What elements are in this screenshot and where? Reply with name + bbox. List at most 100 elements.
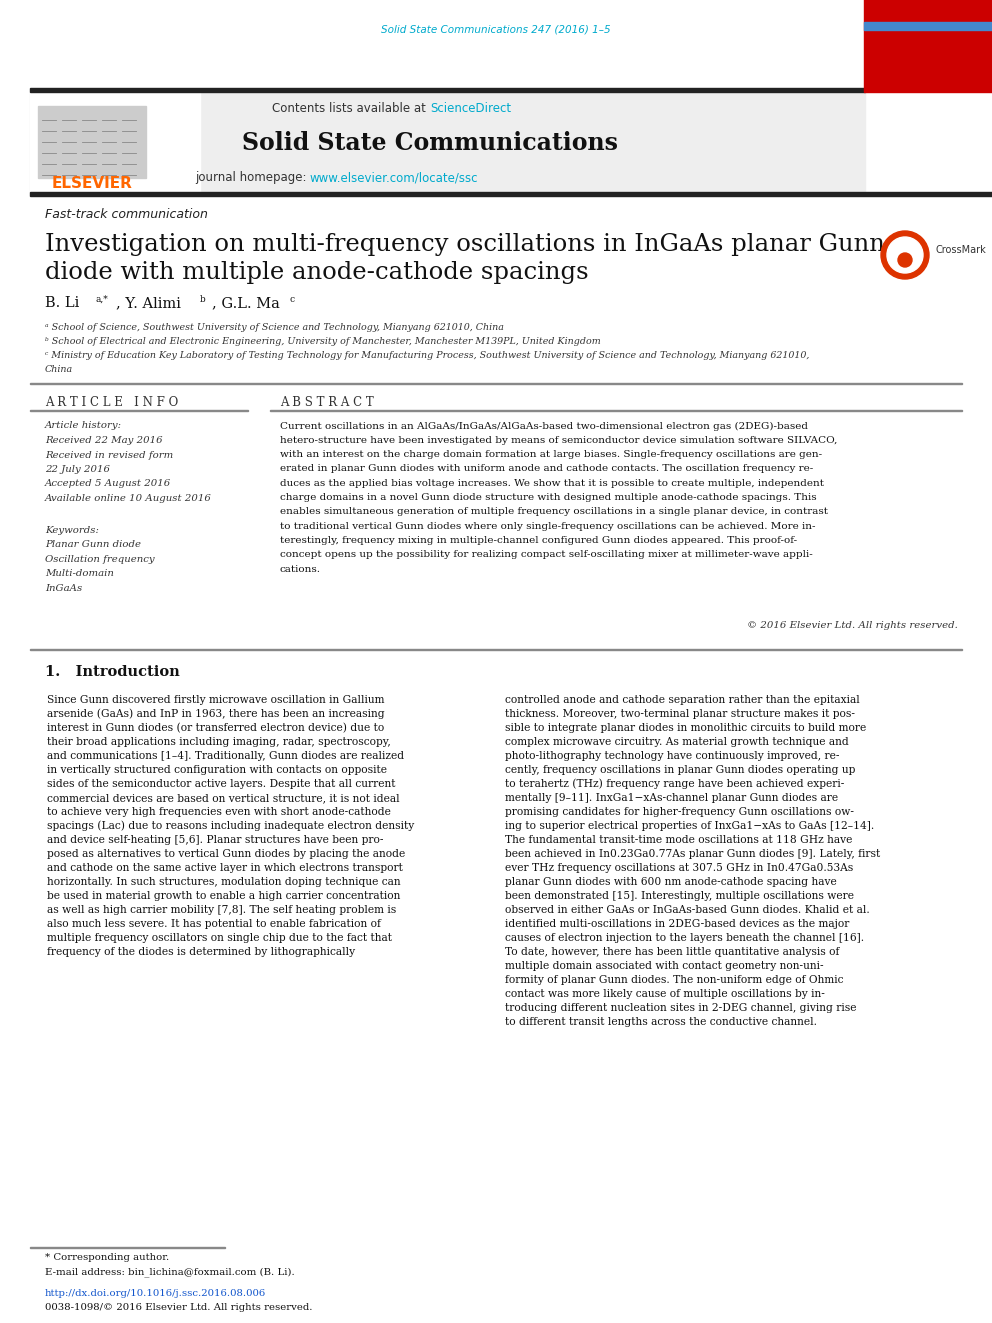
- Text: controlled anode and cathode separation rather than the epitaxial: controlled anode and cathode separation …: [505, 695, 860, 705]
- Text: planar Gunn diodes with 600 nm anode-cathode spacing have: planar Gunn diodes with 600 nm anode-cat…: [505, 877, 836, 886]
- Text: Received 22 May 2016: Received 22 May 2016: [45, 437, 163, 445]
- Text: ᵇ School of Electrical and Electronic Engineering, University of Manchester, Man: ᵇ School of Electrical and Electronic En…: [45, 337, 601, 347]
- Text: A R T I C L E   I N F O: A R T I C L E I N F O: [45, 396, 179, 409]
- Text: arsenide (GaAs) and InP in 1963, there has been an increasing: arsenide (GaAs) and InP in 1963, there h…: [47, 709, 385, 720]
- Text: concept opens up the possibility for realizing compact self-oscillating mixer at: concept opens up the possibility for rea…: [280, 550, 812, 560]
- Text: Received in revised form: Received in revised form: [45, 451, 174, 459]
- Bar: [30, 93, 200, 192]
- Text: spacings (Lac) due to reasons including inadequate electron density: spacings (Lac) due to reasons including …: [47, 820, 415, 831]
- Text: InGaAs: InGaAs: [45, 583, 82, 593]
- Text: E-mail address: bin_lichina@foxmail.com (B. Li).: E-mail address: bin_lichina@foxmail.com …: [45, 1267, 295, 1277]
- Text: Accepted 5 August 2016: Accepted 5 August 2016: [45, 479, 172, 488]
- Circle shape: [887, 237, 923, 273]
- Text: To date, however, there has been little quantitative analysis of: To date, however, there has been little …: [505, 947, 839, 957]
- Text: A B S T R A C T: A B S T R A C T: [280, 396, 374, 409]
- Text: 0038-1098/© 2016 Elsevier Ltd. All rights reserved.: 0038-1098/© 2016 Elsevier Ltd. All right…: [45, 1303, 312, 1312]
- Text: Solid State Communications: Solid State Communications: [242, 131, 618, 155]
- Text: with an interest on the charge domain formation at large biases. Single-frequenc: with an interest on the charge domain fo…: [280, 450, 822, 459]
- Text: causes of electron injection to the layers beneath the channel [16].: causes of electron injection to the laye…: [505, 933, 864, 943]
- Text: terestingly, frequency mixing in multiple-channel configured Gunn diodes appeare: terestingly, frequency mixing in multipl…: [280, 536, 798, 545]
- Text: formity of planar Gunn diodes. The non-uniform edge of Ohmic: formity of planar Gunn diodes. The non-u…: [505, 975, 843, 986]
- Text: Planar Gunn diode: Planar Gunn diode: [45, 540, 141, 549]
- Text: ᵃ School of Science, Southwest University of Science and Technology, Mianyang 62: ᵃ School of Science, Southwest Universit…: [45, 324, 504, 332]
- Text: diode with multiple anode-cathode spacings: diode with multiple anode-cathode spacin…: [45, 261, 588, 283]
- Circle shape: [881, 232, 929, 279]
- Text: , G.L. Ma: , G.L. Ma: [212, 296, 280, 310]
- Text: charge domains in a novel Gunn diode structure with designed multiple anode-cath: charge domains in a novel Gunn diode str…: [280, 493, 816, 501]
- Text: been achieved in In0.23Ga0.77As planar Gunn diodes [9]. Lately, first: been achieved in In0.23Ga0.77As planar G…: [505, 849, 880, 859]
- Text: be used in material growth to enable a high carrier concentration: be used in material growth to enable a h…: [47, 890, 401, 901]
- Text: duces as the applied bias voltage increases. We show that it is possible to crea: duces as the applied bias voltage increa…: [280, 479, 824, 488]
- Text: mentally [9–11]. InxGa1−xAs-channel planar Gunn diodes are: mentally [9–11]. InxGa1−xAs-channel plan…: [505, 792, 838, 803]
- Text: promising candidates for higher-frequency Gunn oscillations ow-: promising candidates for higher-frequenc…: [505, 807, 854, 818]
- Text: * Corresponding author.: * Corresponding author.: [45, 1253, 170, 1262]
- Text: identified multi-oscillations in 2DEG-based devices as the major: identified multi-oscillations in 2DEG-ba…: [505, 919, 849, 929]
- Text: a,*: a,*: [96, 295, 109, 303]
- Text: multiple frequency oscillators on single chip due to the fact that: multiple frequency oscillators on single…: [47, 933, 392, 943]
- Text: in vertically structured configuration with contacts on opposite: in vertically structured configuration w…: [47, 765, 387, 775]
- Text: horizontally. In such structures, modulation doping technique can: horizontally. In such structures, modula…: [47, 877, 401, 886]
- Text: to achieve very high frequencies even with short anode-cathode: to achieve very high frequencies even wi…: [47, 807, 391, 818]
- Bar: [30, 93, 865, 192]
- Text: their broad applications including imaging, radar, spectroscopy,: their broad applications including imagi…: [47, 737, 391, 747]
- Text: troducing different nucleation sites in 2-DEG channel, giving rise: troducing different nucleation sites in …: [505, 1003, 856, 1013]
- Text: observed in either GaAs or InGaAs-based Gunn diodes. Khalid et al.: observed in either GaAs or InGaAs-based …: [505, 905, 870, 916]
- Text: http://dx.doi.org/10.1016/j.ssc.2016.08.006: http://dx.doi.org/10.1016/j.ssc.2016.08.…: [45, 1290, 266, 1298]
- Bar: [864, 0, 992, 93]
- Text: thickness. Moreover, two-terminal planar structure makes it pos-: thickness. Moreover, two-terminal planar…: [505, 709, 855, 718]
- Text: ScienceDirect: ScienceDirect: [430, 102, 511, 115]
- Text: and cathode on the same active layer in which electrons transport: and cathode on the same active layer in …: [47, 863, 403, 873]
- Text: ELSEVIER: ELSEVIER: [52, 176, 133, 191]
- Text: Available online 10 August 2016: Available online 10 August 2016: [45, 493, 212, 503]
- Text: ᶜ Ministry of Education Key Laboratory of Testing Technology for Manufacturing P: ᶜ Ministry of Education Key Laboratory o…: [45, 352, 809, 360]
- Text: Since Gunn discovered firstly microwave oscillation in Gallium: Since Gunn discovered firstly microwave …: [47, 695, 385, 705]
- Text: 1.   Introduction: 1. Introduction: [45, 665, 180, 679]
- Bar: [30, 192, 992, 196]
- Bar: [30, 89, 865, 93]
- Text: multiple domain associated with contact geometry non-uni-: multiple domain associated with contact …: [505, 960, 823, 971]
- Text: , Y. Alimi: , Y. Alimi: [116, 296, 181, 310]
- Text: and communications [1–4]. Traditionally, Gunn diodes are realized: and communications [1–4]. Traditionally,…: [47, 751, 404, 761]
- Text: Contents lists available at: Contents lists available at: [273, 102, 430, 115]
- Text: Article history:: Article history:: [45, 422, 122, 430]
- Text: been demonstrated [15]. Interestingly, multiple oscillations were: been demonstrated [15]. Interestingly, m…: [505, 890, 854, 901]
- Text: complex microwave circuitry. As material growth technique and: complex microwave circuitry. As material…: [505, 737, 849, 747]
- Text: CrossMark: CrossMark: [935, 245, 986, 255]
- Text: erated in planar Gunn diodes with uniform anode and cathode contacts. The oscill: erated in planar Gunn diodes with unifor…: [280, 464, 813, 474]
- Text: Current oscillations in an AlGaAs/InGaAs/AlGaAs-based two-dimensional electron g: Current oscillations in an AlGaAs/InGaAs…: [280, 422, 808, 430]
- Text: photo-lithography technology have continuously improved, re-: photo-lithography technology have contin…: [505, 751, 839, 761]
- Text: cations.: cations.: [280, 565, 321, 573]
- Text: hetero-structure have been investigated by means of semiconductor device simulat: hetero-structure have been investigated …: [280, 435, 837, 445]
- Text: as well as high carrier mobility [7,8]. The self heating problem is: as well as high carrier mobility [7,8]. …: [47, 905, 396, 916]
- Text: B. Li: B. Li: [45, 296, 79, 310]
- Text: ever THz frequency oscillations at 307.5 GHz in In0.47Ga0.53As: ever THz frequency oscillations at 307.5…: [505, 863, 853, 873]
- Text: enables simultaneous generation of multiple frequency oscillations in a single p: enables simultaneous generation of multi…: [280, 507, 828, 516]
- Text: ing to superior electrical properties of InxGa1−xAs to GaAs [12–14].: ing to superior electrical properties of…: [505, 822, 874, 831]
- Text: b: b: [200, 295, 205, 303]
- Text: commercial devices are based on vertical structure, it is not ideal: commercial devices are based on vertical…: [47, 792, 400, 803]
- Text: and device self-heating [5,6]. Planar structures have been pro-: and device self-heating [5,6]. Planar st…: [47, 835, 384, 845]
- Text: sible to integrate planar diodes in monolithic circuits to build more: sible to integrate planar diodes in mono…: [505, 722, 866, 733]
- Text: sides of the semiconductor active layers. Despite that all current: sides of the semiconductor active layers…: [47, 779, 396, 789]
- Text: Oscillation frequency: Oscillation frequency: [45, 554, 155, 564]
- Text: journal homepage:: journal homepage:: [194, 172, 310, 184]
- Text: © 2016 Elsevier Ltd. All rights reserved.: © 2016 Elsevier Ltd. All rights reserved…: [747, 622, 958, 631]
- Text: 22 July 2016: 22 July 2016: [45, 464, 110, 474]
- Bar: [30, 382, 962, 384]
- Text: Keywords:: Keywords:: [45, 527, 99, 534]
- Text: solid
state
commu-
nications: solid state commu- nications: [910, 101, 946, 128]
- Text: interest in Gunn diodes (or transferred electron device) due to: interest in Gunn diodes (or transferred …: [47, 722, 384, 733]
- Text: cently, frequency oscillations in planar Gunn diodes operating up: cently, frequency oscillations in planar…: [505, 765, 855, 775]
- Text: also much less severe. It has potential to enable fabrication of: also much less severe. It has potential …: [47, 919, 381, 929]
- Bar: [864, 22, 992, 30]
- Text: posed as alternatives to vertical Gunn diodes by placing the anode: posed as alternatives to vertical Gunn d…: [47, 849, 406, 859]
- Text: c: c: [290, 295, 296, 303]
- Bar: [38, 106, 146, 179]
- Text: www.elsevier.com/locate/ssc: www.elsevier.com/locate/ssc: [310, 172, 478, 184]
- Text: contact was more likely cause of multiple oscillations by in-: contact was more likely cause of multipl…: [505, 990, 825, 999]
- Text: Solid State Communications 247 (2016) 1–5: Solid State Communications 247 (2016) 1–…: [381, 25, 611, 34]
- Text: China: China: [45, 365, 73, 373]
- Text: Investigation on multi-frequency oscillations in InGaAs planar Gunn: Investigation on multi-frequency oscilla…: [45, 233, 885, 257]
- Text: frequency of the diodes is determined by lithographically: frequency of the diodes is determined by…: [47, 947, 355, 957]
- Text: Fast-track communication: Fast-track communication: [45, 209, 208, 221]
